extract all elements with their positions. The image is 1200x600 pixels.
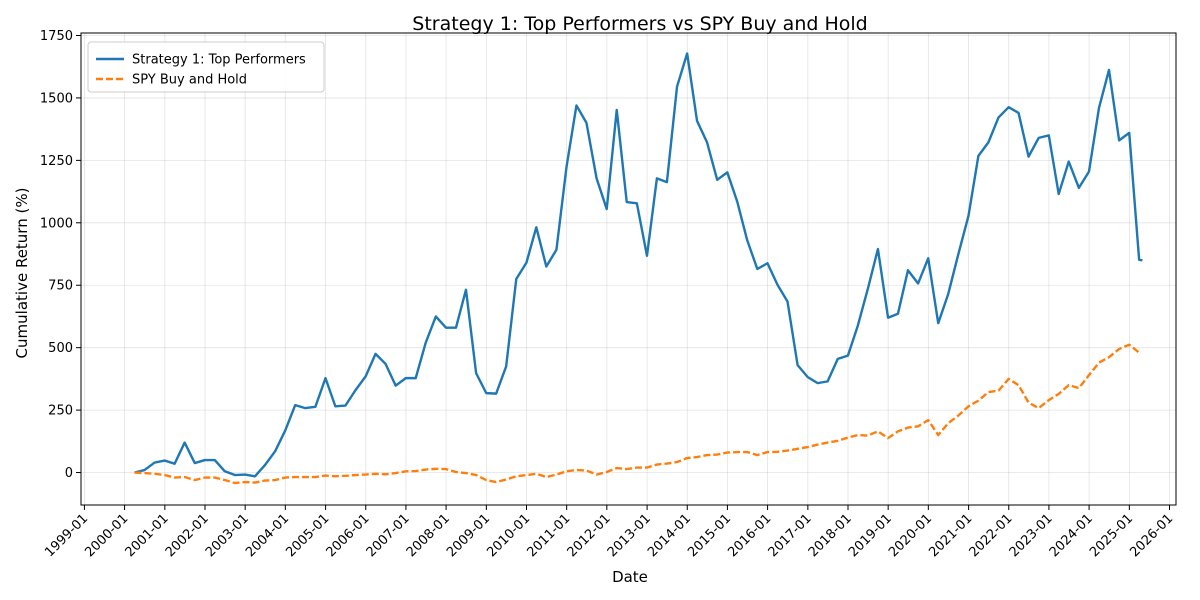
plot-frame <box>80 32 1177 506</box>
x-tick-label: 2000-01 <box>82 511 131 560</box>
legend-box <box>87 41 325 93</box>
x-tick-label: 2018-01 <box>806 511 855 560</box>
y-tick-label: 250 <box>48 404 73 419</box>
x-tick-label: 2001-01 <box>123 511 172 560</box>
x-tick-label: 2026-01 <box>1127 511 1176 560</box>
y-tick-label: 1500 <box>40 91 73 106</box>
x-tick-label: 2015-01 <box>685 511 734 560</box>
x-tick-label: 2009-01 <box>444 511 493 560</box>
x-tick-label: 2012-01 <box>565 511 614 560</box>
x-tick-label: 2014-01 <box>645 511 694 560</box>
x-tick-label: 2023-01 <box>1007 511 1056 560</box>
y-tick-label: 0 <box>65 466 73 481</box>
x-tick-label: 2002-01 <box>163 511 212 560</box>
chart-title: Strategy 1: Top Performers vs SPY Buy an… <box>412 13 867 35</box>
x-axis-ticks: 1999-012000-012001-012002-012003-012004-… <box>42 505 1176 560</box>
x-tick-label: 2025-01 <box>1087 511 1136 560</box>
series-line-1 <box>134 343 1140 485</box>
series-lines <box>134 52 1143 485</box>
y-axis-title: Cumulative Return (%) <box>13 188 31 359</box>
y-tick-label: 1000 <box>40 216 73 231</box>
x-tick-label: 2022-01 <box>967 511 1016 560</box>
x-tick-label: 2011-01 <box>524 511 573 560</box>
legend-label-spy: SPY Buy and Hold <box>132 73 247 88</box>
x-tick-label: 1999-01 <box>42 511 91 560</box>
y-tick-label: 750 <box>48 279 73 294</box>
y-tick-label: 500 <box>48 341 73 356</box>
x-tick-label: 2006-01 <box>324 511 373 560</box>
x-tick-label: 2007-01 <box>364 511 413 560</box>
x-tick-label: 2017-01 <box>766 511 815 560</box>
x-tick-label: 2008-01 <box>404 511 453 560</box>
x-tick-label: 2003-01 <box>203 511 252 560</box>
y-tick-label: 1750 <box>40 29 73 44</box>
legend: Strategy 1: Top Performers SPY Buy and H… <box>87 41 325 93</box>
x-tick-label: 2021-01 <box>926 511 975 560</box>
series-line-0 <box>134 52 1143 478</box>
x-tick-label: 2005-01 <box>283 511 332 560</box>
y-axis-ticks: 0 250 500 750 1000 1250 1500 1750 <box>40 29 81 481</box>
x-tick-label: 2010-01 <box>484 511 533 560</box>
grid-lines <box>81 33 1176 505</box>
x-axis-title: Date <box>612 568 648 586</box>
x-tick-label: 2013-01 <box>605 511 654 560</box>
x-tick-label: 2024-01 <box>1047 511 1096 560</box>
x-tick-label: 2020-01 <box>886 511 935 560</box>
y-tick-label: 1250 <box>40 154 73 169</box>
legend-label-strategy: Strategy 1: Top Performers <box>132 53 306 68</box>
x-tick-label: 2019-01 <box>846 511 895 560</box>
x-tick-label: 2016-01 <box>725 511 774 560</box>
x-tick-label: 2004-01 <box>243 511 292 560</box>
